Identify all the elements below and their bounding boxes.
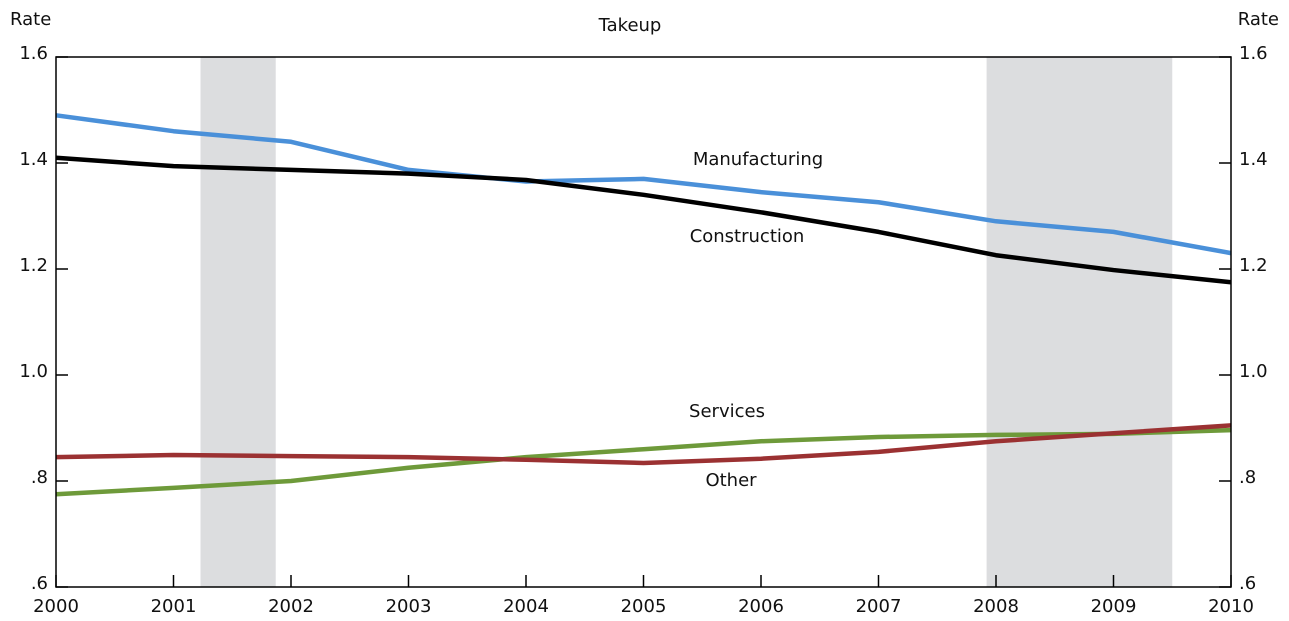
y-tick-label: 1.4: [19, 149, 48, 170]
x-tick-label: 2004: [503, 596, 549, 617]
y-tick-label: .8: [31, 467, 48, 488]
x-tick-label: 2005: [621, 596, 667, 617]
y2-tick-label: 1.4: [1239, 149, 1268, 170]
y-tick-label: 1.2: [19, 255, 48, 276]
y2-tick-label: .6: [1239, 573, 1256, 594]
series-line: [55, 155, 1232, 285]
x-tick-label: 2008: [973, 596, 1019, 617]
y2-axis-label: Rate: [1238, 9, 1279, 30]
y2-tick-label: .8: [1239, 467, 1256, 488]
y-tick-label: 1.0: [19, 361, 48, 382]
plot-frame: [55, 56, 1232, 588]
series-line: [55, 427, 1232, 497]
recession-shade: [986, 57, 1173, 587]
x-tick-label: 2006: [738, 596, 784, 617]
x-tick-label: 2000: [33, 596, 79, 617]
x-tick-label: 2003: [386, 596, 432, 617]
y-tick-label: .6: [31, 573, 48, 594]
y2-tick-label: 1.6: [1239, 43, 1268, 64]
series-line: [55, 423, 1232, 466]
chart-title: Takeup: [598, 15, 662, 36]
x-tick-label: 2009: [1091, 596, 1137, 617]
x-tick-label: 2007: [856, 596, 902, 617]
series-label: Construction: [690, 226, 805, 247]
y2-tick-label: 1.2: [1239, 255, 1268, 276]
series-label: Services: [689, 401, 765, 422]
series-label: Other: [705, 470, 757, 491]
x-tick-label: 2002: [268, 596, 314, 617]
recession-shade: [200, 57, 276, 587]
y2-tick-label: 1.0: [1239, 361, 1268, 382]
series-line: [55, 113, 1232, 256]
x-tick-label: 2010: [1208, 596, 1254, 617]
x-tick-label: 2001: [151, 596, 197, 617]
y-axis-label: Rate: [10, 9, 51, 30]
series-label: Manufacturing: [693, 149, 823, 170]
y-tick-label: 1.6: [19, 43, 48, 64]
